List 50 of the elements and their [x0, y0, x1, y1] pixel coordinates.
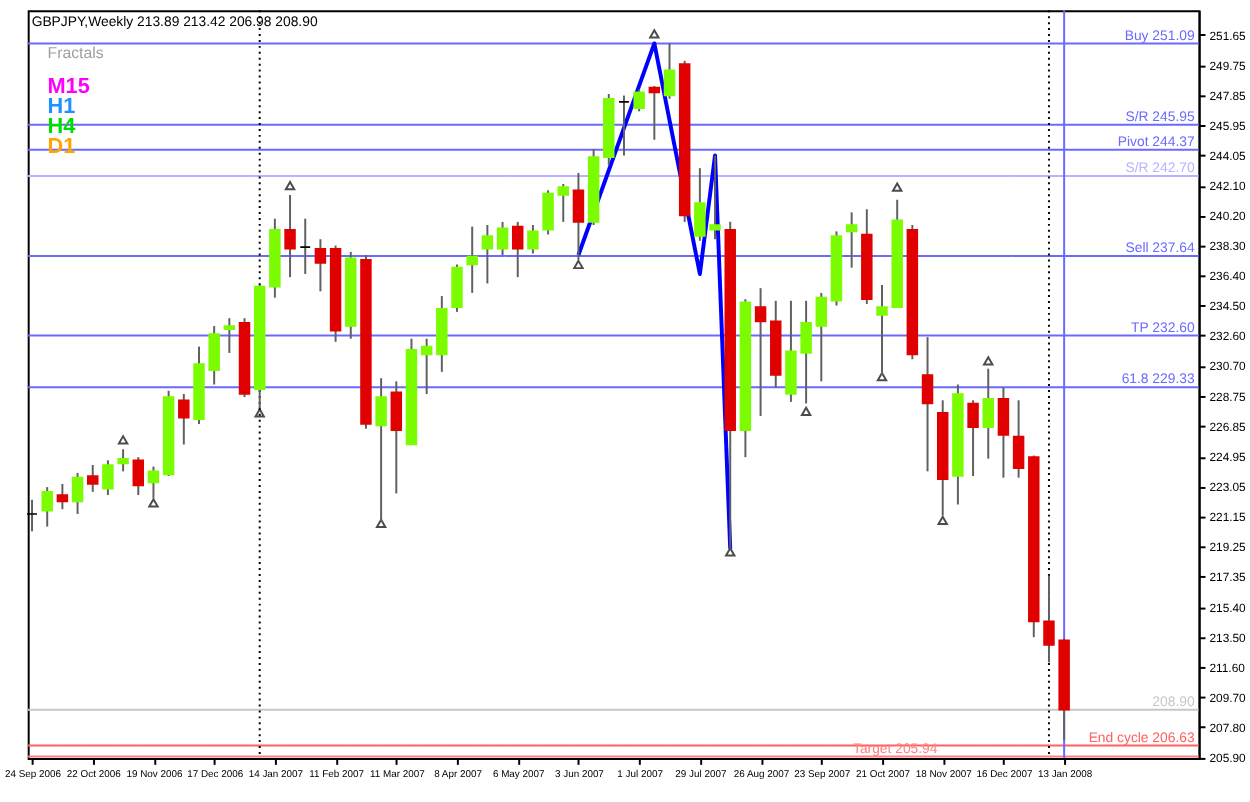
candlestick [845, 211, 858, 269]
candlestick [481, 224, 494, 285]
point [725, 547, 736, 557]
candlestick [71, 471, 84, 515]
candlestick [511, 220, 524, 279]
candlestick [527, 224, 539, 255]
candlestick [117, 448, 129, 473]
point [573, 259, 584, 270]
point [800, 406, 812, 416]
candlestick [132, 456, 145, 497]
point [148, 498, 159, 508]
candlestick [648, 85, 661, 141]
candlestick [436, 295, 448, 373]
point [375, 518, 387, 529]
candlestick [87, 464, 99, 493]
candlestick [314, 238, 327, 293]
candlestick [618, 94, 630, 157]
candlestick [921, 336, 934, 473]
candlestick [390, 380, 403, 495]
candlestick [284, 194, 296, 279]
annotation: M15 [47, 75, 90, 100]
candlestick [754, 287, 767, 418]
candlestick [815, 291, 828, 383]
candlestick [1012, 399, 1025, 479]
candlestick [299, 217, 311, 275]
candlestick [41, 486, 53, 528]
candlestick [557, 182, 569, 223]
candlestick [633, 88, 645, 113]
candlestick [997, 386, 1010, 479]
candlestick [496, 220, 509, 257]
candlestick [420, 337, 433, 395]
candlestick [102, 459, 114, 497]
candlestick [56, 482, 69, 511]
candlestick [178, 392, 190, 446]
point [649, 29, 660, 39]
point [937, 515, 948, 525]
candlestick [542, 189, 554, 236]
annotation: H1 [47, 95, 76, 120]
candlestick [663, 42, 676, 100]
candlestick [967, 399, 979, 478]
candlestick [466, 225, 478, 294]
point [117, 435, 129, 445]
candlestick [223, 317, 236, 354]
candlestick [451, 263, 463, 313]
candlestick [982, 367, 994, 460]
point [892, 182, 903, 192]
point [284, 180, 296, 191]
legend-title: Fractals [47, 43, 104, 62]
point [254, 408, 265, 418]
point [983, 356, 994, 366]
